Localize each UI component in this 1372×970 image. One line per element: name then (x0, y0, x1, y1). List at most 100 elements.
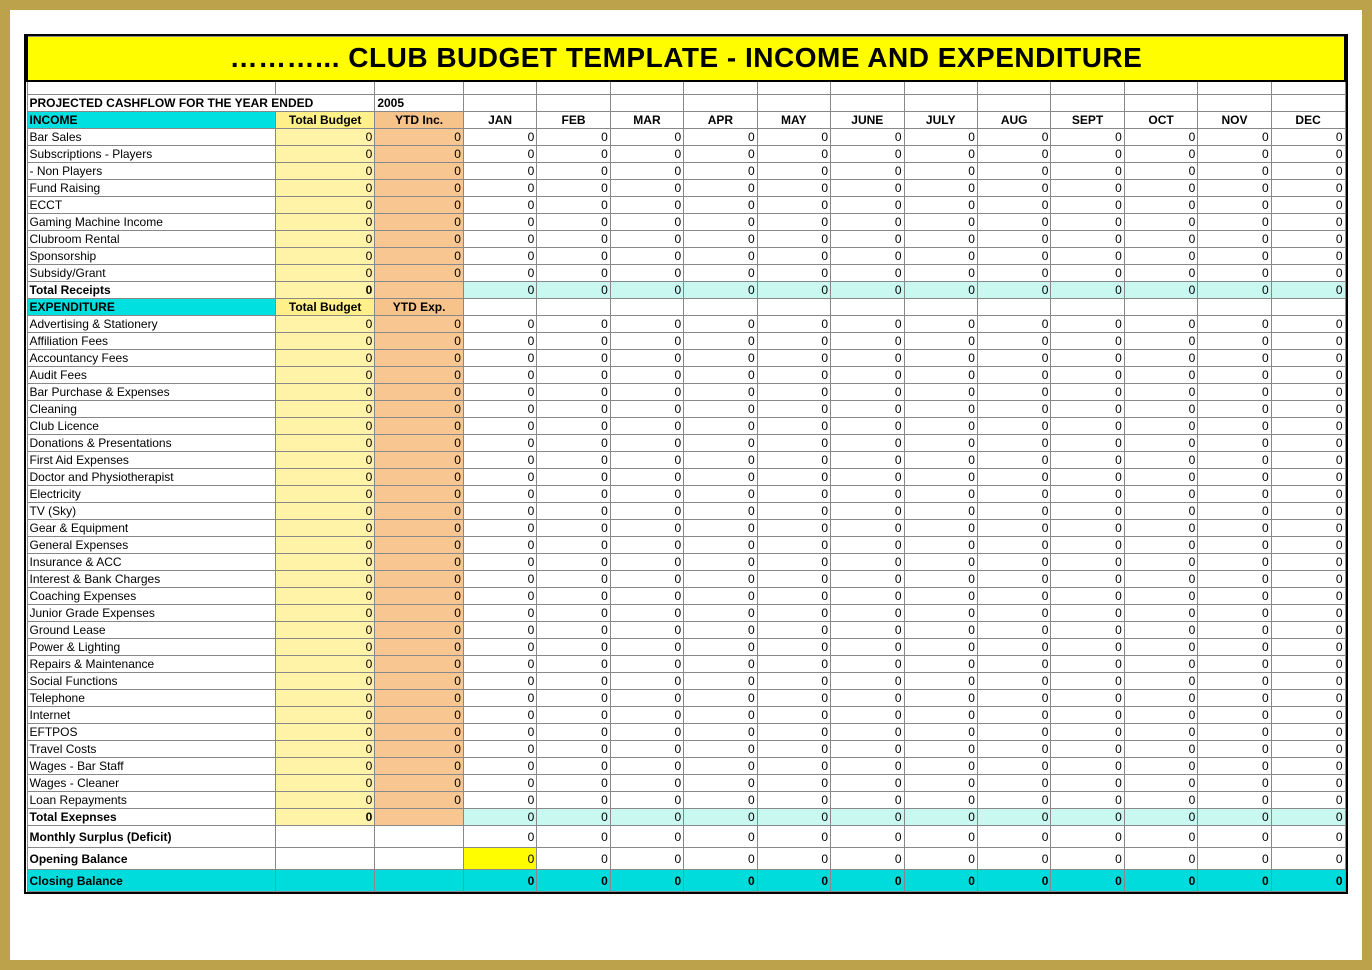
cell[interactable]: 0 (537, 656, 610, 673)
cell[interactable]: 0 (1198, 792, 1271, 809)
cell[interactable]: 0 (275, 231, 374, 248)
cell[interactable]: 0 (977, 775, 1050, 792)
cell[interactable]: 0 (904, 622, 977, 639)
cell[interactable]: 0 (904, 486, 977, 503)
cell[interactable]: 0 (977, 418, 1050, 435)
cell[interactable]: 0 (375, 622, 464, 639)
cell[interactable]: 0 (1051, 537, 1124, 554)
cell[interactable]: 0 (1051, 870, 1124, 892)
cell[interactable]: 0 (610, 367, 683, 384)
row-label[interactable]: Subsidy/Grant (27, 265, 275, 282)
cell[interactable]: 0 (1051, 520, 1124, 537)
cell[interactable]: 0 (1198, 231, 1271, 248)
cell[interactable]: 0 (831, 622, 904, 639)
cell[interactable]: 0 (904, 146, 977, 163)
cell[interactable]: 0 (537, 486, 610, 503)
cell[interactable]: 0 (977, 809, 1050, 826)
cell[interactable]: 0 (1271, 384, 1345, 401)
cell[interactable]: 0 (684, 520, 757, 537)
cell[interactable]: 0 (275, 622, 374, 639)
cell[interactable]: 0 (537, 214, 610, 231)
cell[interactable]: 0 (831, 129, 904, 146)
cell[interactable]: 0 (1198, 435, 1271, 452)
cell[interactable]: 0 (463, 401, 536, 418)
cell[interactable]: 0 (977, 180, 1050, 197)
cell[interactable]: 0 (977, 571, 1050, 588)
cell[interactable]: 0 (757, 639, 830, 656)
cell[interactable]: 0 (684, 129, 757, 146)
cell[interactable]: 0 (375, 758, 464, 775)
cell[interactable]: 0 (375, 724, 464, 741)
cell[interactable]: 0 (1124, 486, 1197, 503)
cell[interactable]: 0 (684, 316, 757, 333)
cell[interactable]: 0 (537, 809, 610, 826)
cell[interactable]: 0 (1198, 214, 1271, 231)
cell[interactable]: 0 (537, 435, 610, 452)
cell[interactable]: 0 (757, 826, 830, 848)
cell[interactable]: 0 (831, 707, 904, 724)
cell[interactable]: 0 (537, 469, 610, 486)
cell[interactable]: 0 (610, 724, 683, 741)
cell[interactable]: 0 (375, 214, 464, 231)
cell[interactable]: 0 (537, 180, 610, 197)
cell[interactable]: 0 (977, 792, 1050, 809)
cell[interactable]: 0 (463, 163, 536, 180)
cell[interactable]: 0 (1124, 724, 1197, 741)
cell[interactable]: 0 (375, 469, 464, 486)
cell[interactable]: 0 (831, 826, 904, 848)
cell[interactable]: 0 (275, 248, 374, 265)
row-label[interactable]: Audit Fees (27, 367, 275, 384)
cell[interactable]: 0 (1198, 129, 1271, 146)
cell[interactable]: 0 (1124, 197, 1197, 214)
cell[interactable]: 0 (977, 469, 1050, 486)
cell[interactable]: 0 (275, 724, 374, 741)
cell[interactable]: 0 (463, 520, 536, 537)
cell[interactable]: 0 (757, 180, 830, 197)
cell[interactable]: 0 (275, 588, 374, 605)
cell[interactable]: 0 (275, 350, 374, 367)
cell[interactable]: 0 (757, 673, 830, 690)
cell[interactable]: 0 (1051, 673, 1124, 690)
cell[interactable]: 0 (537, 673, 610, 690)
cell[interactable]: 0 (1124, 537, 1197, 554)
cell[interactable]: 0 (977, 826, 1050, 848)
cell[interactable]: 0 (904, 673, 977, 690)
cell[interactable]: 0 (1271, 265, 1345, 282)
cell[interactable]: 0 (1271, 503, 1345, 520)
row-label[interactable]: Affiliation Fees (27, 333, 275, 350)
cell[interactable]: 0 (831, 265, 904, 282)
cell[interactable]: 0 (757, 231, 830, 248)
cell[interactable]: 0 (757, 848, 830, 870)
cell[interactable]: 0 (1124, 826, 1197, 848)
cell[interactable]: 0 (375, 435, 464, 452)
cell[interactable]: 0 (977, 350, 1050, 367)
cell[interactable]: 0 (831, 741, 904, 758)
cell[interactable]: 0 (375, 486, 464, 503)
cell[interactable]: 0 (1051, 452, 1124, 469)
cell[interactable]: 0 (904, 605, 977, 622)
cell[interactable]: 0 (1271, 870, 1345, 892)
cell[interactable]: 0 (684, 503, 757, 520)
row-label[interactable]: General Expenses (27, 537, 275, 554)
cell[interactable]: 0 (1271, 333, 1345, 350)
cell[interactable]: 0 (537, 333, 610, 350)
cell[interactable]: 0 (375, 741, 464, 758)
cell[interactable]: 0 (977, 129, 1050, 146)
cell[interactable]: 0 (1271, 554, 1345, 571)
cell[interactable]: 0 (977, 452, 1050, 469)
cell[interactable]: 0 (537, 639, 610, 656)
cell[interactable]: 0 (757, 265, 830, 282)
row-label[interactable]: Gaming Machine Income (27, 214, 275, 231)
row-label[interactable]: Bar Purchase & Expenses (27, 384, 275, 401)
cell[interactable]: 0 (610, 571, 683, 588)
cell[interactable]: 0 (1271, 758, 1345, 775)
cell[interactable]: 0 (375, 384, 464, 401)
cell[interactable]: 0 (375, 690, 464, 707)
cell[interactable]: 0 (1051, 333, 1124, 350)
cell[interactable]: 0 (1051, 554, 1124, 571)
cell[interactable]: 0 (1124, 605, 1197, 622)
cell[interactable]: 0 (463, 214, 536, 231)
cell[interactable]: 0 (977, 163, 1050, 180)
cell[interactable]: 0 (610, 180, 683, 197)
cell[interactable]: 0 (977, 758, 1050, 775)
